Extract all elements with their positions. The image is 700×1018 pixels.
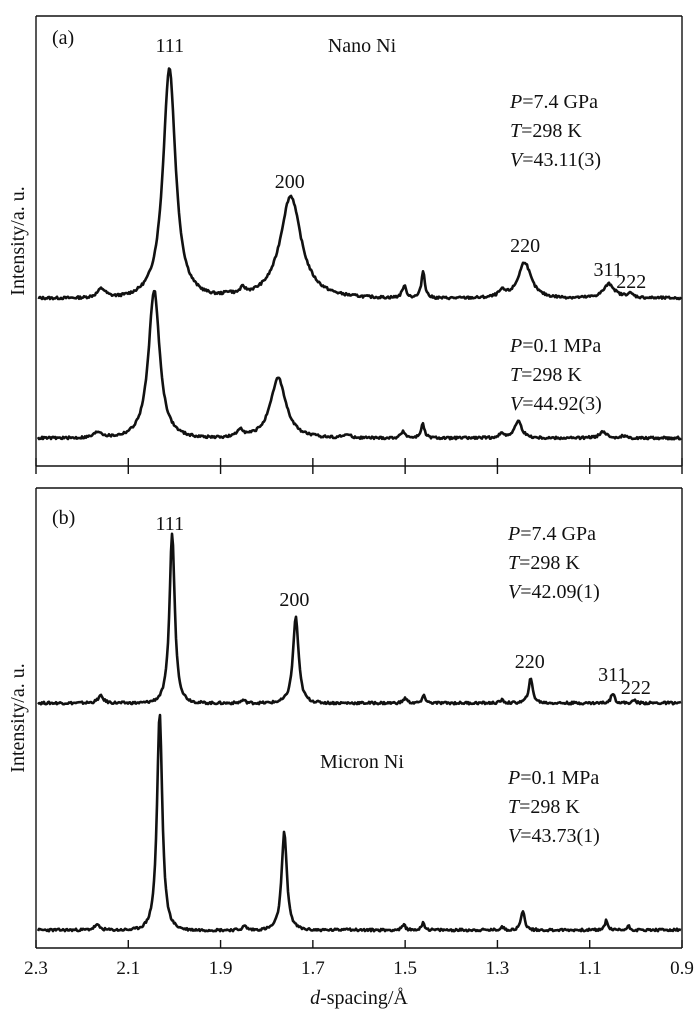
panel-b-trace-high-pressure (37, 532, 682, 706)
panel-b-peak-label-200: 200 (279, 589, 309, 611)
panel-a-peak-label-220: 220 (510, 235, 540, 257)
panel-a-peak-label-200: 200 (275, 171, 305, 193)
condition-value: =43.73(1) (520, 825, 600, 847)
panel-b-conditions-high-pressure: P=7.4 GPa T=298 K V=42.09(1) (507, 523, 600, 603)
condition-symbol: V (508, 581, 523, 603)
panel-a-peak-label-222: 222 (616, 271, 646, 293)
condition-value: =0.1 MPa (522, 335, 601, 357)
x-tick-label-3: 1.7 (301, 958, 325, 979)
panel-b-condition-1-1: T=298 K (508, 796, 580, 818)
x-axis-label-rest: -spacing/Å (320, 987, 408, 1009)
panel-a-condition-0-0: P=7.4 GPa (509, 91, 598, 113)
panel-a-conditions-ambient: P=0.1 MPa T=298 K V=44.92(3) (509, 335, 602, 415)
panel-b-x-ticks: 2.3 2.1 1.9 1.7 1.5 1.3 1.1 0.9 (24, 940, 694, 979)
condition-symbol: V (510, 393, 525, 415)
condition-symbol: T (508, 796, 521, 818)
panel-b-condition-0-1: T=298 K (508, 552, 580, 574)
condition-symbol: T (510, 364, 523, 386)
panel-a: (a) Nano Ni Intensity/a. u. P=7.4 GPaT=2… (7, 15, 683, 474)
panel-b-conditions-ambient: P=0.1 MPa T=298 K V=43.73(1) (507, 767, 600, 847)
condition-value: =7.4 GPa (522, 91, 598, 113)
x-tick-label-7: 0.9 (670, 958, 694, 979)
condition-symbol: T (508, 552, 521, 574)
panel-a-label: (a) (52, 27, 74, 49)
condition-symbol: T (510, 120, 523, 142)
panel-b-y-axis-label: Intensity/a. u. (7, 663, 29, 772)
x-tick-label-4: 1.5 (393, 958, 417, 979)
x-axis-title: d-spacing/Å (310, 987, 408, 1009)
condition-value: =43.11(3) (522, 149, 601, 171)
panel-a-peak-label-311: 311 (594, 259, 623, 281)
panel-b-peak-label-311: 311 (598, 664, 627, 686)
panel-b-label: (b) (52, 507, 75, 529)
panel-a-condition-0-2: V=43.11(3) (510, 149, 601, 171)
condition-symbol: V (508, 825, 523, 847)
panel-b-condition-0-0: P=7.4 GPa (507, 523, 596, 545)
panel-b-peak-label-111: 111 (156, 513, 185, 535)
condition-value: =44.92(3) (522, 393, 602, 415)
panel-a-peak-label-111: 111 (156, 35, 185, 57)
panel-a-conditions-high-pressure: P=7.4 GPa T=298 K V=43.11(3) (509, 91, 601, 171)
condition-value: =298 K (521, 120, 582, 142)
x-axis-label-symbol: d (310, 987, 321, 1009)
panel-a-condition-0-1: T=298 K (510, 120, 582, 142)
condition-symbol: P (509, 91, 522, 113)
condition-symbol: P (509, 335, 522, 357)
panel-b-title: Micron Ni (320, 751, 404, 773)
panel-b-condition-0-2: V=42.09(1) (508, 581, 600, 603)
panel-b-condition-1-0: P=0.1 MPa (507, 767, 599, 789)
condition-value: =298 K (519, 796, 580, 818)
panel-a-condition-1-0: P=0.1 MPa (509, 335, 601, 357)
panel-b: 2.3 2.1 1.9 1.7 1.5 1.3 1.1 0.9 (b) Micron Ni I… (7, 487, 694, 979)
x-tick-label-2: 1.9 (209, 958, 233, 979)
panel-b-trace-ambient (36, 713, 682, 933)
condition-value: =7.4 GPa (520, 523, 596, 545)
panel-a-x-ticks (35, 458, 683, 474)
condition-value: =298 K (519, 552, 580, 574)
condition-symbol: P (507, 767, 520, 789)
panel-a-condition-1-2: V=44.92(3) (510, 393, 602, 415)
x-tick-label-5: 1.3 (486, 958, 510, 979)
panel-b-peak-label-222: 222 (621, 677, 651, 699)
panel-b-condition-1-2: V=43.73(1) (508, 825, 600, 847)
x-tick-label-1: 2.1 (116, 958, 140, 979)
panel-a-title: Nano Ni (328, 35, 397, 57)
panel-a-trace-high-pressure (37, 67, 683, 301)
condition-symbol: V (510, 149, 525, 171)
panel-a-trace-ambient (36, 289, 682, 441)
panel-a-y-axis-label: Intensity/a. u. (7, 186, 29, 295)
panel-b-peak-label-220: 220 (515, 651, 545, 673)
x-tick-label-6: 1.1 (578, 958, 602, 979)
condition-value: =298 K (521, 364, 582, 386)
x-axis-label: d-spacing/Å (310, 987, 408, 1009)
condition-value: =0.1 MPa (520, 767, 599, 789)
panel-a-condition-1-1: T=298 K (510, 364, 582, 386)
condition-symbol: P (507, 523, 520, 545)
condition-value: =42.09(1) (520, 581, 600, 603)
x-tick-label-0: 2.3 (24, 958, 48, 979)
